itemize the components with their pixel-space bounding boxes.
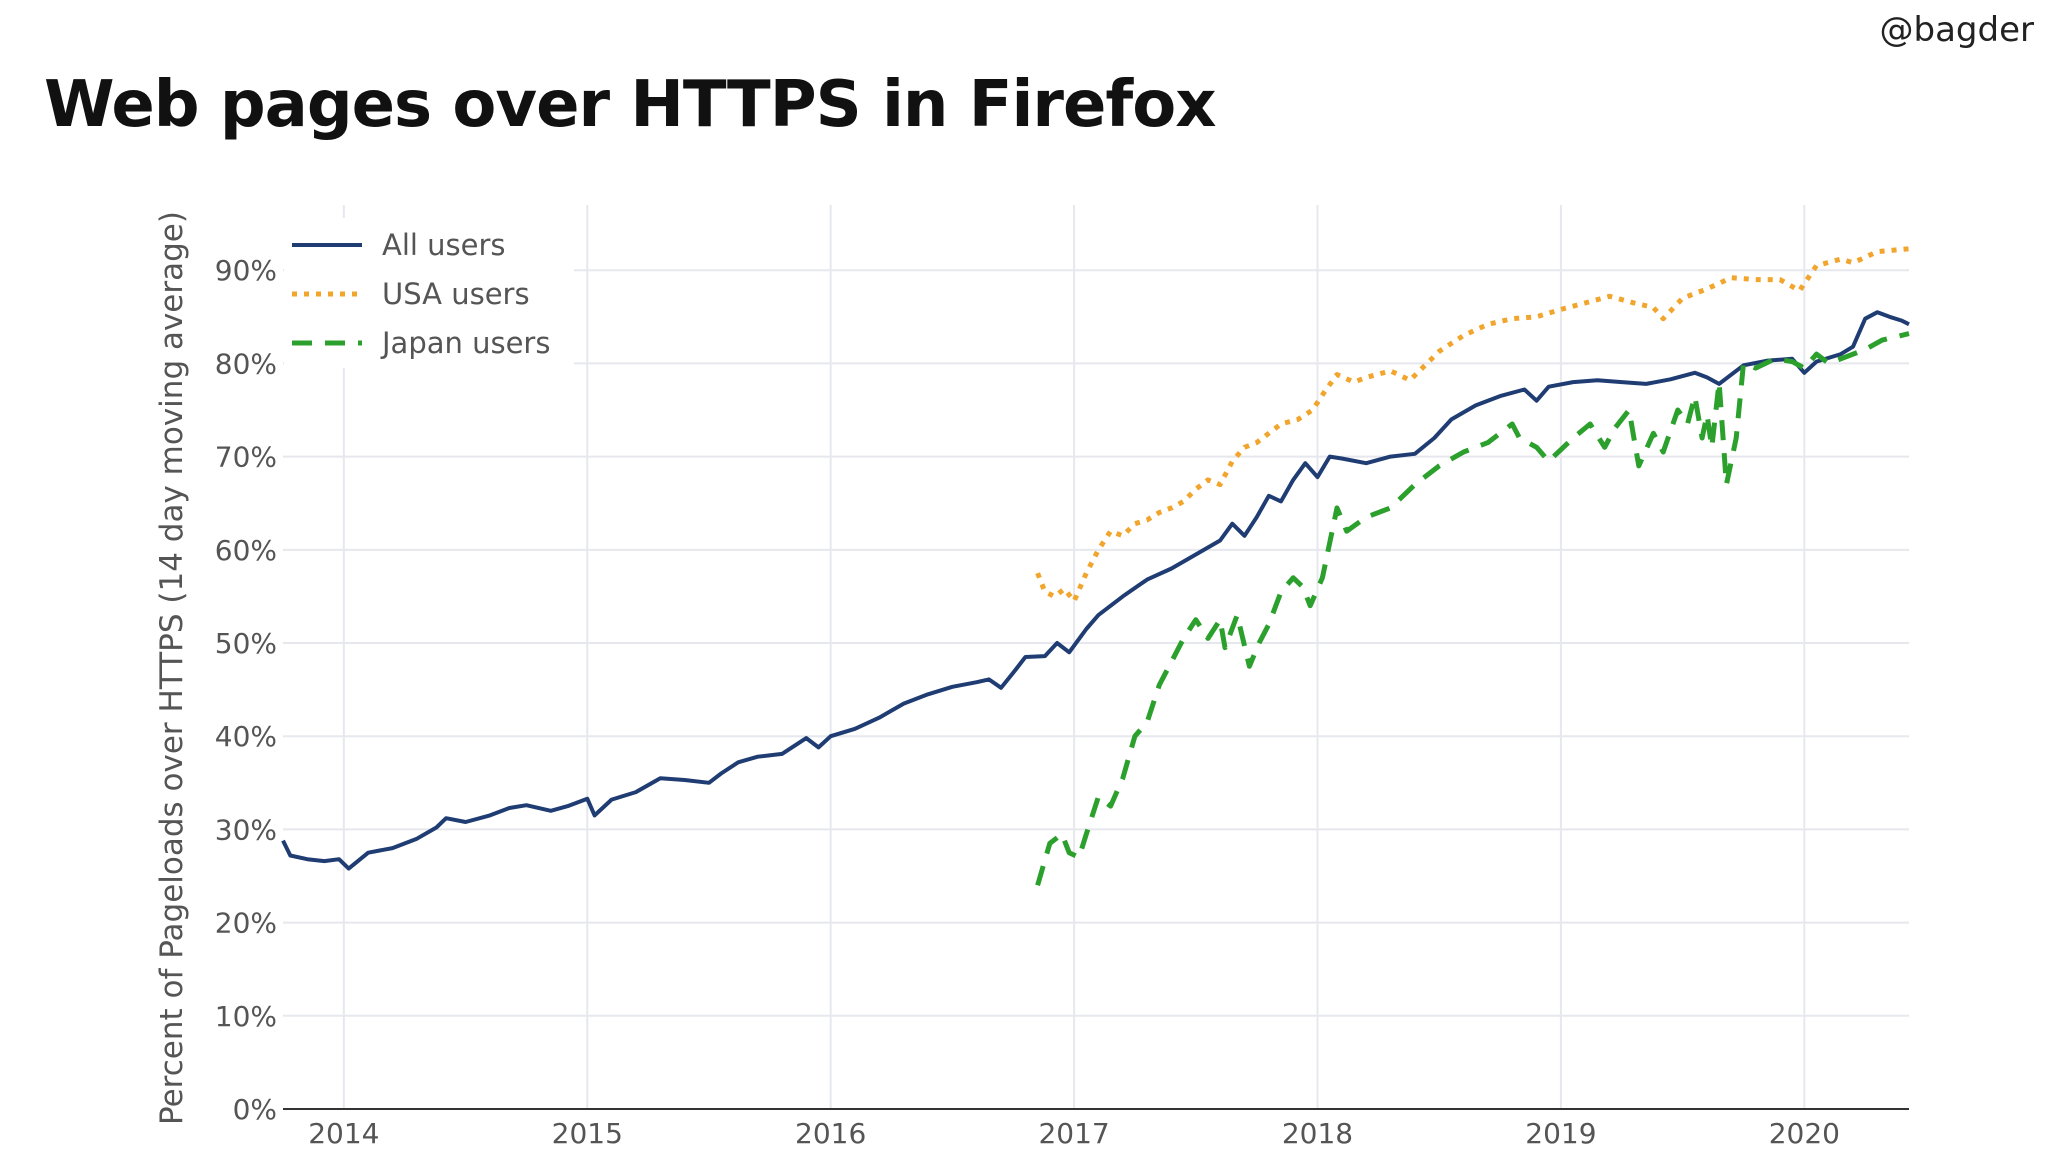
y-tick-label: 60% (215, 534, 277, 567)
x-tick-label: 2016 (795, 1117, 866, 1150)
y-tick-label: 10% (215, 1000, 277, 1033)
series-layer (281, 246, 1910, 886)
y-tick-label: 40% (215, 720, 277, 753)
legend-label-usa-users: USA users (382, 277, 530, 311)
y-axis-title: Percent of Pageloads over HTTPS (14 day … (154, 211, 190, 1125)
axis-layer: 0% 10% 20% 30% 40% 50% 60% 70% 80% 90% 2014 2015 201… (215, 254, 1909, 1150)
y-tick-label: 70% (215, 441, 277, 474)
x-tick-label: 2018 (1282, 1117, 1353, 1150)
legend-label-all-users: All users (382, 228, 506, 262)
legend-label-japan-users: Japan users (380, 326, 550, 360)
x-tick-label: 2014 (308, 1117, 379, 1150)
y-tick-label: 90% (215, 254, 277, 287)
x-tick-label: 2020 (1769, 1117, 1840, 1150)
page-title: Web pages over HTTPS in Firefox (44, 68, 1216, 142)
y-tick-label: 0% (233, 1093, 277, 1126)
chart-legend: All users USA users Japan users (284, 218, 574, 368)
author-handle: @bagder (1879, 10, 2034, 50)
x-tick-label: 2019 (1525, 1117, 1596, 1150)
y-tick-label: 80% (215, 347, 277, 380)
y-tick-label: 30% (215, 813, 277, 846)
series-line-all-users (281, 310, 1910, 871)
x-tick-label: 2015 (552, 1117, 623, 1150)
y-tick-label: 50% (215, 627, 277, 660)
series-line-usa-users (1035, 246, 1910, 604)
series-line-japan-users (1035, 331, 1910, 886)
x-tick-label: 2017 (1038, 1117, 1109, 1150)
y-tick-label: 20% (215, 907, 277, 940)
